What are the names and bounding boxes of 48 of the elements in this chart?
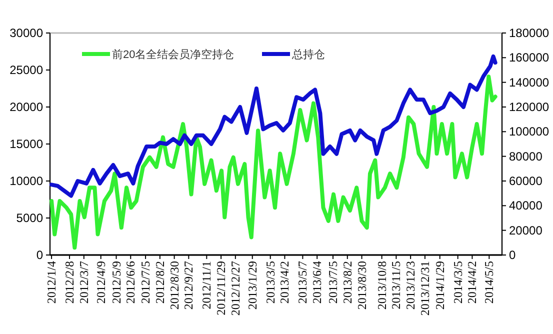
- x-tick-label: 2012/6/6: [124, 261, 138, 304]
- x-tick-label: 2013/3/5: [263, 261, 278, 304]
- x-tick-label: 2013/12/3: [404, 261, 418, 310]
- x-tick-label: 2013/7/5: [326, 261, 340, 304]
- x-tick-label: 2012/5/9: [109, 261, 124, 304]
- y2-tick-label: 100000: [509, 124, 550, 139]
- x-tick-label: 2013/12/31: [418, 261, 432, 316]
- x-tick-label: 2013/8/30: [354, 261, 369, 310]
- y-tick-label: 0: [36, 248, 44, 262]
- legend-label: 总持仓: [291, 48, 325, 61]
- y2-tick-label: 160000: [509, 50, 550, 65]
- x-tick-label: 2012/1/4: [44, 261, 59, 304]
- y2-tick-label: 80000: [509, 149, 543, 164]
- x-tick-label: 2013/1/29: [245, 261, 260, 310]
- x-tick-label: 2012/9/27: [182, 261, 196, 310]
- x-tick-label: 2012/8/2: [152, 261, 167, 304]
- y-tick-label: 25000: [10, 63, 44, 77]
- y-tick-label: 30000: [10, 26, 44, 40]
- x-tick-label: 2012/4/9: [94, 261, 108, 304]
- y-tick-label: 10000: [10, 174, 44, 188]
- x-tick-label: 2014/3/5: [450, 261, 465, 304]
- y2-tick-label: 120000: [509, 100, 550, 114]
- y2-tick-label: 60000: [509, 174, 543, 188]
- y2-tick-label: 40000: [509, 198, 543, 213]
- y-tick-label: 5000: [16, 211, 44, 225]
- x-tick-label: 2012/12/27: [228, 261, 242, 316]
- x-tick-label: 2014/4/2: [465, 261, 480, 304]
- y-tick-label: 20000: [10, 100, 44, 114]
- y2-tick-label: 140000: [509, 75, 550, 90]
- x-tick-label: 2013/4/2: [278, 261, 292, 304]
- y2-tick-label: 180000: [509, 26, 550, 40]
- x-tick-label: 2012/11/1: [200, 261, 214, 310]
- x-tick-label: 2013/10/8: [374, 261, 389, 310]
- y2-tick-label: 20000: [509, 223, 543, 238]
- y2-tick-label: 0: [509, 248, 516, 262]
- x-tick-label: 2012/3/7: [76, 261, 91, 304]
- x-tick-label: 2014/5/5: [482, 261, 496, 304]
- x-tick-label: 2013/8/2: [340, 261, 354, 304]
- legend-label: 前20名全结会员净空持仓: [112, 48, 234, 61]
- x-tick-label: 2012/2/8: [62, 261, 77, 304]
- y-tick-label: 15000: [10, 137, 44, 151]
- x-tick-label: 2012/7/5: [138, 261, 153, 304]
- x-tick-label: 2014/1/29: [432, 261, 447, 310]
- x-tick-label: 2013/5/7: [296, 261, 310, 304]
- x-tick-label: 2012/11/29: [214, 261, 228, 316]
- x-tick-label: 2013/6/4: [310, 261, 324, 304]
- x-tick-label: 2012/8/30: [167, 261, 182, 310]
- x-tick-label: 2013/11/5: [389, 261, 404, 310]
